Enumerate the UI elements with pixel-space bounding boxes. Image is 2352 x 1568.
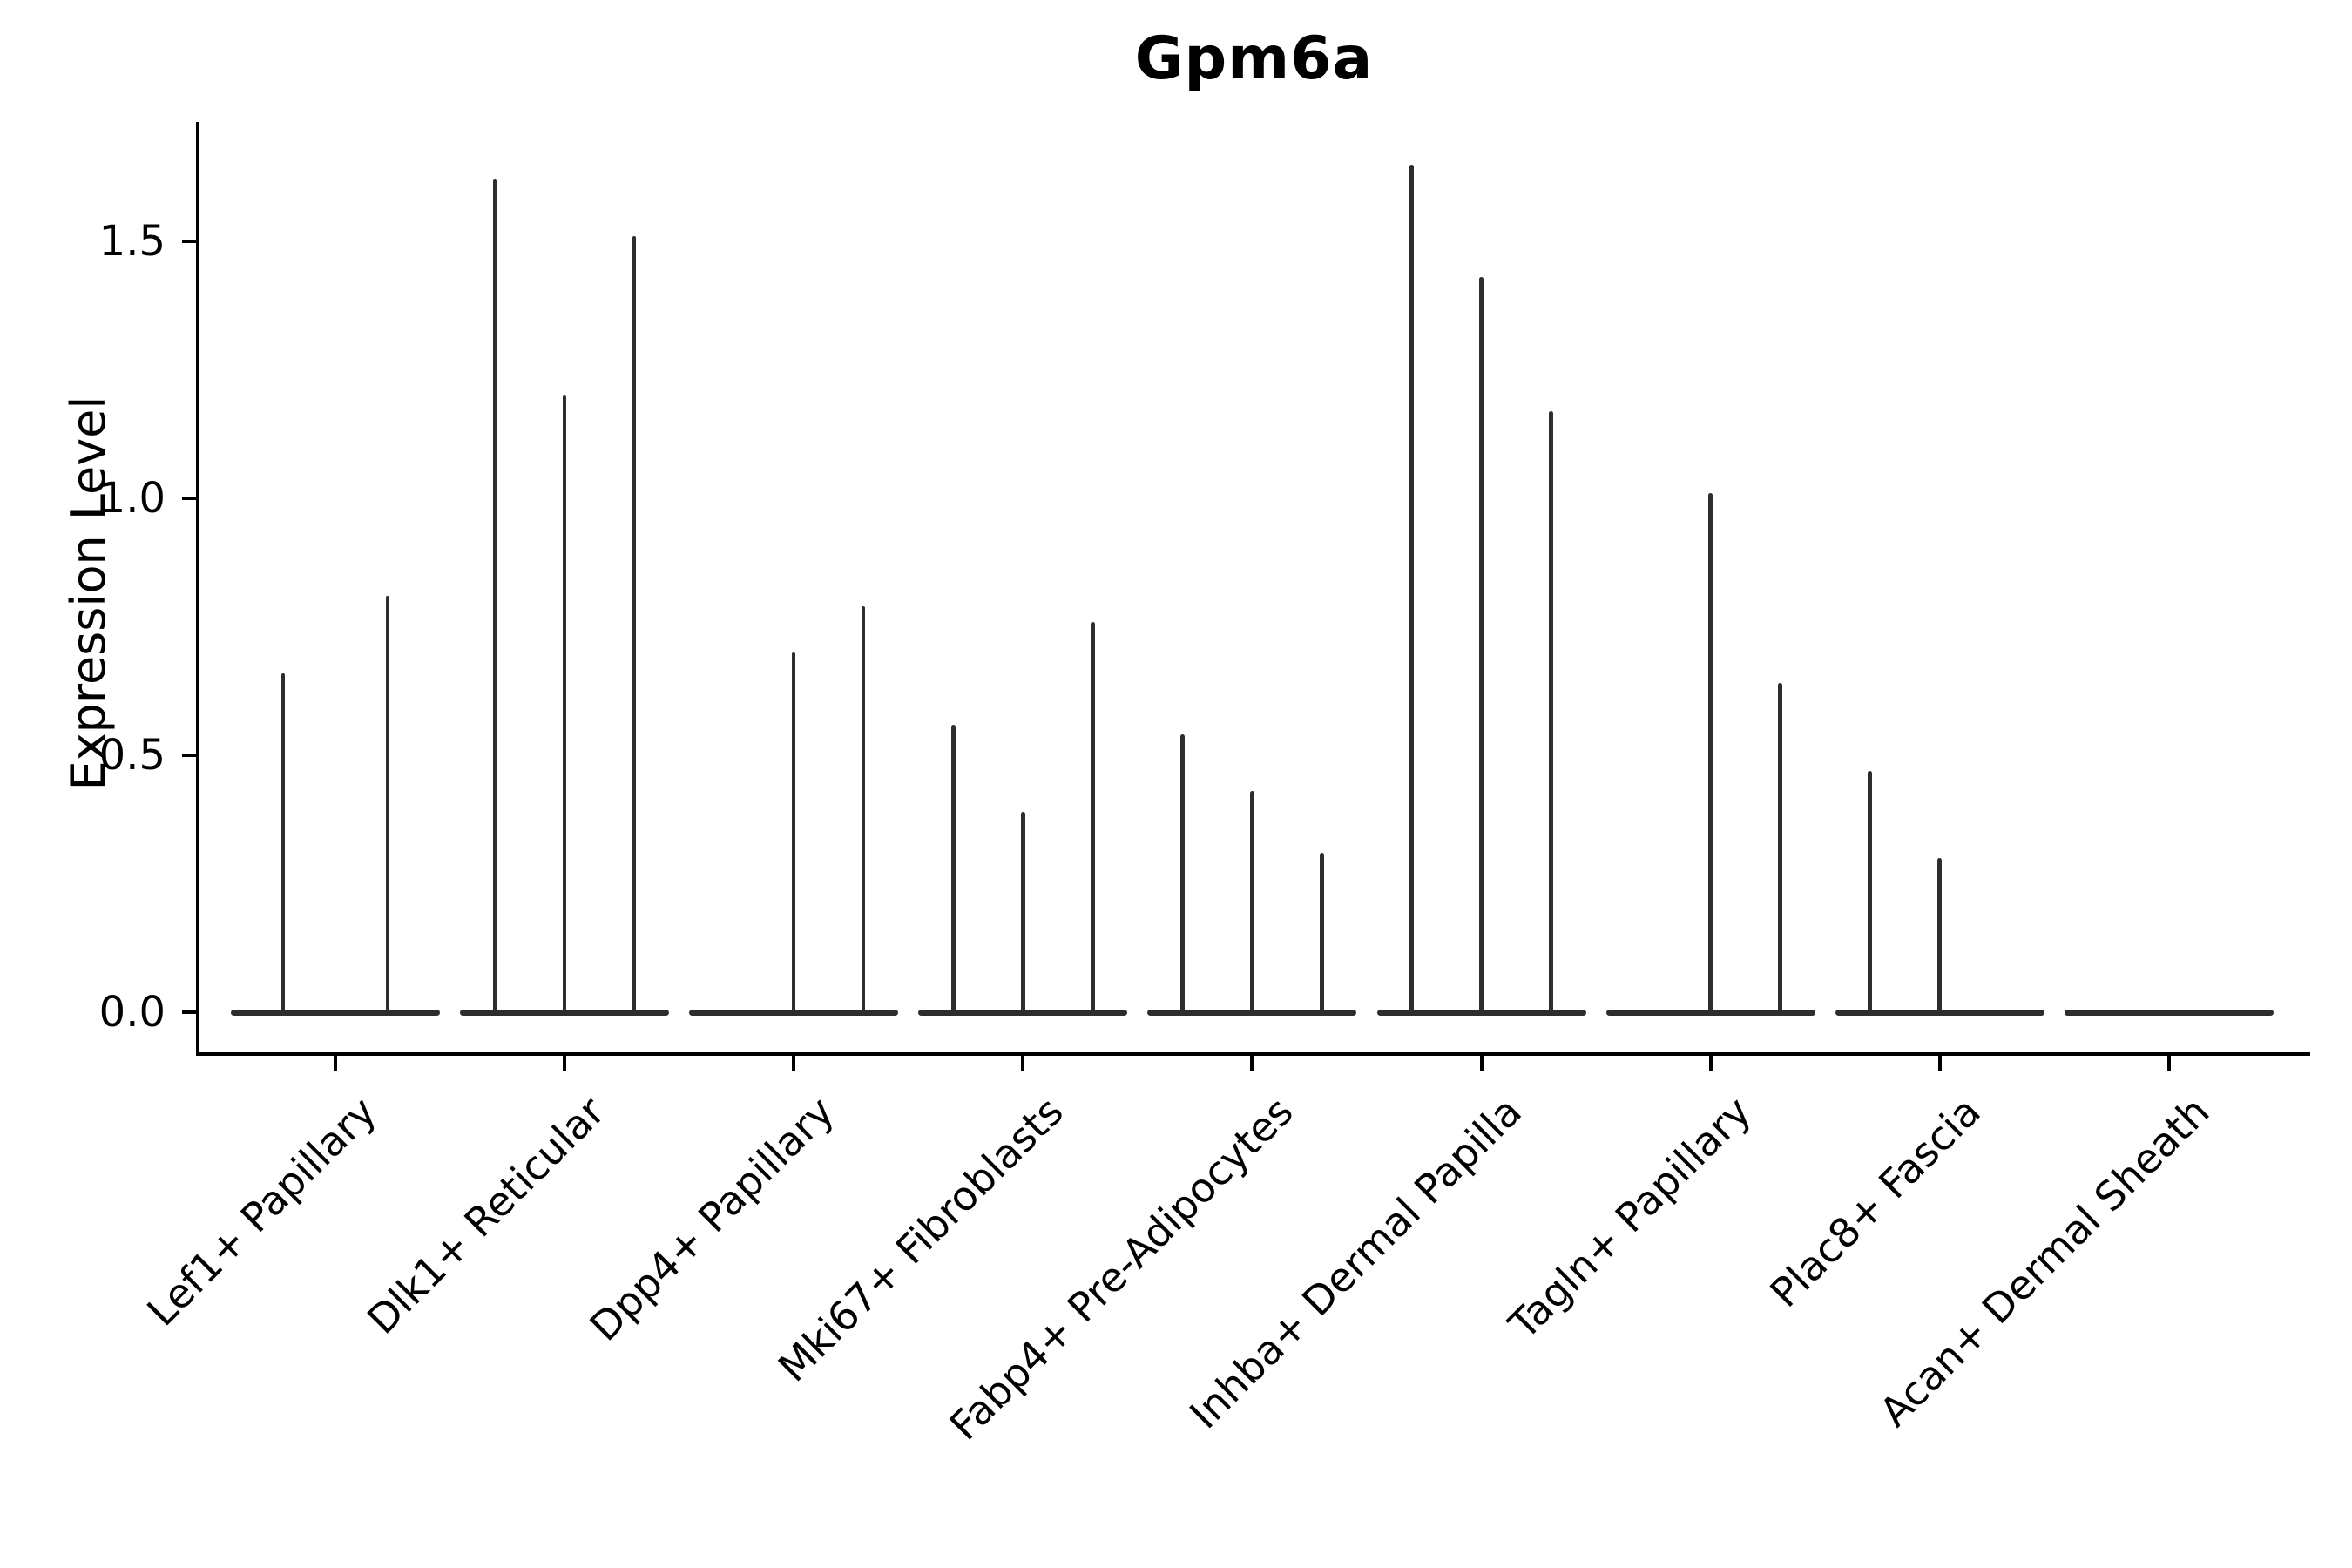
y-tick-mark: [182, 497, 198, 500]
violin-spike: [1091, 621, 1095, 1012]
x-tick-label: Plac8+ Fascia: [1761, 1087, 1990, 1316]
violin-spike: [1778, 683, 1782, 1012]
violin-spike: [280, 672, 286, 1012]
y-tick-label: 0.5: [98, 731, 166, 780]
x-tick-mark: [1937, 1054, 1942, 1071]
violin-baseline: [1835, 1009, 2044, 1016]
x-tick-label: Dlk1+ Reticular: [358, 1087, 614, 1343]
violin-spike: [1549, 410, 1553, 1012]
violin-baseline: [1376, 1009, 1586, 1016]
x-tick-mark: [792, 1054, 796, 1071]
violin-spike: [1021, 811, 1025, 1012]
violin-spike: [951, 724, 956, 1012]
x-tick-mark: [1708, 1054, 1713, 1071]
x-tick-mark: [1021, 1054, 1025, 1071]
violin-spike: [1937, 858, 1942, 1012]
violin-spike: [1708, 493, 1713, 1012]
x-tick-mark: [563, 1054, 567, 1071]
violin-spike: [1409, 164, 1414, 1012]
violin-baseline: [460, 1009, 670, 1016]
violin-spike: [1320, 853, 1324, 1012]
violin-spike: [1868, 770, 1872, 1012]
y-tick-mark: [182, 240, 198, 243]
x-tick-label: Tagln+ Papillary: [1499, 1087, 1761, 1348]
x-tick-mark: [1479, 1054, 1484, 1071]
y-tick-label: 1.5: [98, 217, 166, 266]
violin-spike: [791, 652, 796, 1012]
violin-baseline: [689, 1009, 899, 1016]
x-tick-mark: [2166, 1054, 2171, 1071]
violin-baseline: [918, 1009, 1128, 1016]
y-axis-spine: [196, 122, 199, 1056]
violin-spike: [562, 395, 567, 1012]
violin-spike: [1180, 734, 1185, 1012]
y-tick-mark: [182, 1010, 198, 1014]
chart-title: Gpm6a: [1134, 24, 1374, 93]
y-tick-mark: [182, 754, 198, 757]
violin-baseline: [1147, 1009, 1357, 1016]
violin-baseline: [231, 1009, 440, 1016]
violin-spike: [1250, 791, 1254, 1012]
x-tick-mark: [1250, 1054, 1254, 1071]
y-tick-label: 1.0: [98, 474, 166, 523]
violin-spike: [632, 236, 637, 1012]
violin-spike: [1479, 277, 1484, 1012]
violin-spike: [861, 605, 866, 1012]
x-tick-mark: [334, 1054, 337, 1071]
violin-spike: [385, 596, 390, 1012]
violin-baseline: [2064, 1009, 2274, 1016]
violin-baseline: [1605, 1009, 1815, 1016]
x-tick-label: Lef1+ Papillary: [137, 1087, 385, 1335]
violin-spike: [492, 179, 497, 1012]
y-tick-label: 0.0: [98, 988, 166, 1037]
x-tick-label: Dpp4+ Papillary: [580, 1087, 843, 1350]
